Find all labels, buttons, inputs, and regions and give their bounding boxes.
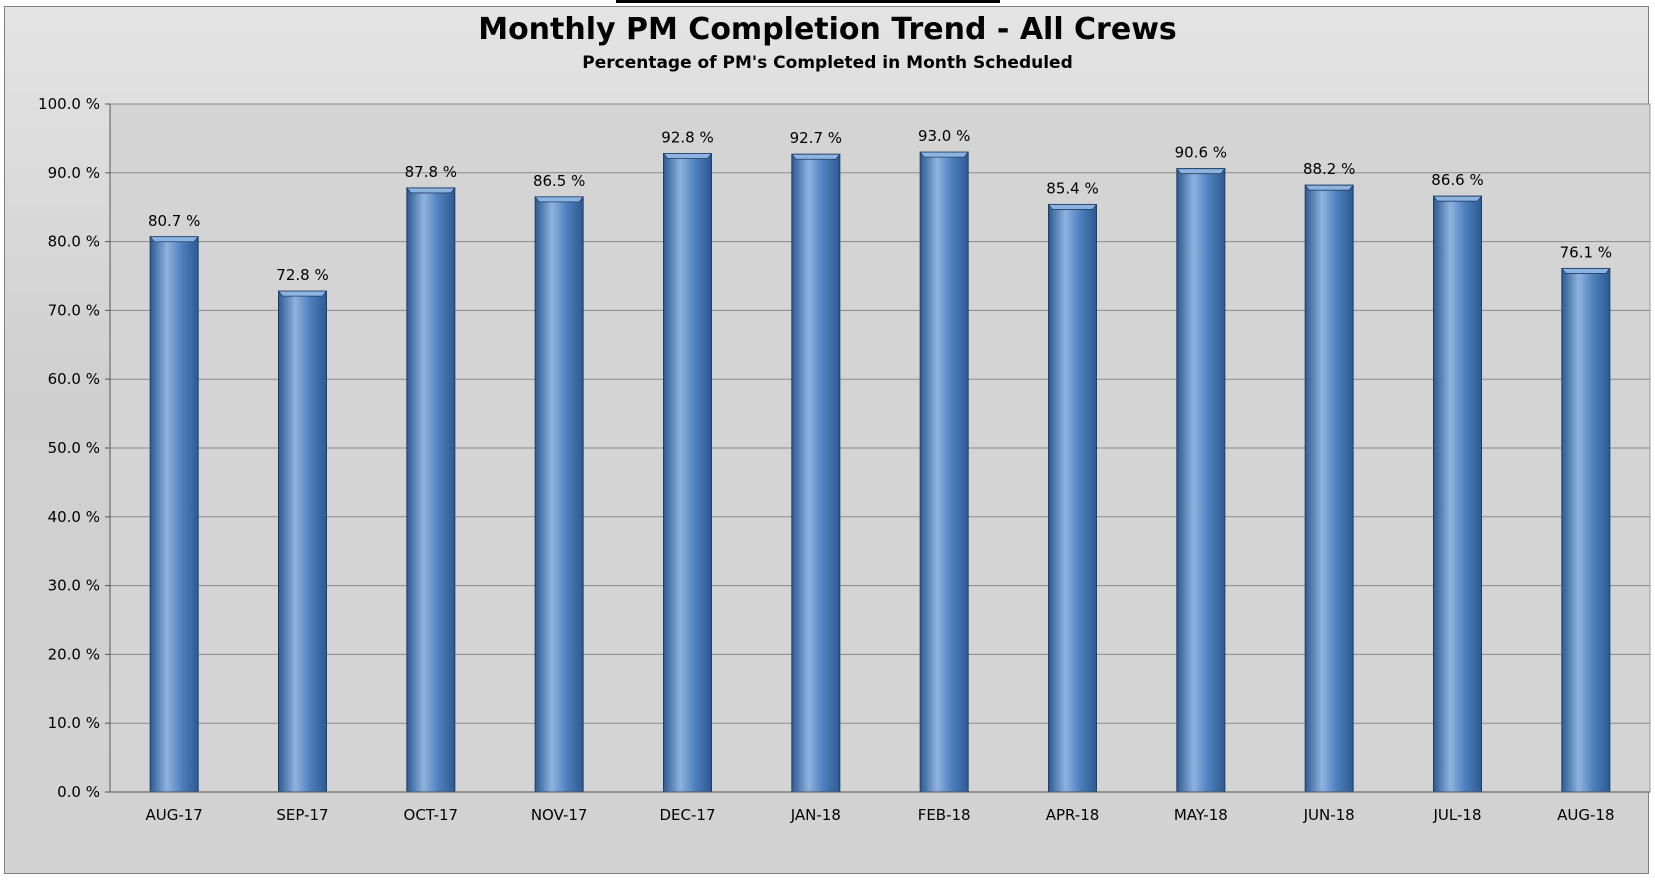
bars: 80.7 % 72.8 % 87.8 % 86.5 % 92.8 % 92.7 % 93.0… bbox=[148, 127, 1612, 793]
bar-group: 76.1 % bbox=[1560, 243, 1612, 793]
x-tick-label: JUL-18 bbox=[1433, 806, 1482, 824]
x-tick-label: AUG-17 bbox=[145, 806, 202, 824]
bar bbox=[1048, 203, 1097, 793]
x-tick-label: OCT-17 bbox=[404, 806, 459, 824]
x-tick-label: APR-18 bbox=[1046, 806, 1100, 824]
bar-group: 87.8 % bbox=[405, 163, 457, 793]
bar-cap bbox=[791, 153, 841, 160]
y-tick-label: 90.0 % bbox=[48, 164, 100, 182]
bar bbox=[1561, 267, 1611, 793]
x-tick-label: FEB-18 bbox=[918, 806, 971, 824]
y-tick-label: 30.0 % bbox=[48, 577, 100, 595]
x-tick-label: JAN-18 bbox=[790, 806, 841, 824]
bar-group: 90.6 % bbox=[1175, 144, 1227, 793]
y-tick-label: 20.0 % bbox=[48, 645, 100, 663]
data-label: 85.4 % bbox=[1046, 179, 1098, 197]
data-label: 90.6 % bbox=[1175, 144, 1227, 162]
x-tick-label: AUG-18 bbox=[1557, 806, 1614, 824]
bar-cap bbox=[149, 236, 199, 243]
y-tick-label: 70.0 % bbox=[48, 301, 100, 319]
bar-cap bbox=[534, 196, 584, 203]
bar-cap bbox=[662, 153, 713, 159]
bar-cap bbox=[919, 151, 969, 158]
x-tick-label: JUN-18 bbox=[1303, 806, 1355, 824]
data-label: 87.8 % bbox=[405, 163, 457, 181]
x-tick-label: NOV-17 bbox=[531, 806, 588, 824]
data-label: 76.1 % bbox=[1560, 243, 1612, 261]
bar-group: 86.6 % bbox=[1431, 171, 1484, 793]
bar bbox=[406, 187, 456, 793]
y-tick-label: 60.0 % bbox=[48, 370, 100, 388]
bar-group: 85.4 % bbox=[1046, 179, 1099, 793]
bar-group: 80.7 % bbox=[148, 212, 200, 793]
bar bbox=[278, 290, 327, 793]
bar-group: 93.0 % bbox=[918, 127, 970, 793]
y-tick-label: 40.0 % bbox=[48, 508, 100, 526]
y-tick-label: 0.0 % bbox=[57, 783, 100, 801]
bar-cap bbox=[1432, 195, 1483, 202]
x-tick-label: SEP-17 bbox=[276, 806, 328, 824]
y-tick-label: 10.0 % bbox=[48, 714, 100, 732]
bar bbox=[1176, 168, 1226, 793]
bar-group: 88.2 % bbox=[1303, 160, 1355, 793]
data-label: 80.7 % bbox=[148, 212, 200, 230]
bar-cap bbox=[1176, 168, 1226, 175]
bar bbox=[919, 151, 969, 793]
chart-subtitle: Percentage of PM's Completed in Month Sc… bbox=[582, 53, 1073, 73]
bar-cap bbox=[1304, 184, 1354, 191]
data-label: 86.5 % bbox=[533, 172, 585, 190]
bar bbox=[791, 153, 841, 793]
bar bbox=[1304, 184, 1354, 793]
bar-cap bbox=[1047, 204, 1098, 210]
data-label: 86.6 % bbox=[1431, 171, 1483, 189]
data-label: 88.2 % bbox=[1303, 160, 1355, 178]
top-rule bbox=[616, 0, 1000, 3]
bar bbox=[149, 236, 199, 793]
bar-group: 92.8 % bbox=[661, 129, 714, 793]
data-label: 92.7 % bbox=[790, 129, 842, 147]
data-label: 92.8 % bbox=[661, 129, 713, 147]
bar-cap bbox=[1561, 268, 1611, 274]
data-label: 93.0 % bbox=[918, 127, 970, 145]
bar bbox=[534, 196, 584, 793]
bar bbox=[1433, 195, 1482, 793]
bar-group: 86.5 % bbox=[533, 172, 585, 793]
bar-group: 92.7 % bbox=[790, 129, 842, 793]
x-tick-label: DEC-17 bbox=[659, 806, 715, 824]
y-tick-label: 50.0 % bbox=[48, 439, 100, 457]
data-label: 72.8 % bbox=[276, 266, 328, 284]
y-tick-label: 100.0 % bbox=[38, 95, 100, 113]
bar-cap bbox=[406, 187, 456, 194]
y-tick-label: 80.0 % bbox=[48, 233, 100, 251]
x-axis: AUG-17 SEP-17 OCT-17 NOV-17 DEC-17 JAN-18 FEB-… bbox=[110, 791, 1650, 824]
bar-cap bbox=[277, 290, 328, 297]
x-tick-label: MAY-18 bbox=[1174, 806, 1228, 824]
bar bbox=[663, 153, 712, 793]
y-axis: 0.0 % 10.0 % 20.0 % 30.0 % 40.0 % 50.0 % 60.0 … bbox=[38, 95, 111, 801]
chart-title: Monthly PM Completion Trend - All Crews bbox=[478, 12, 1177, 47]
bar-group: 72.8 % bbox=[276, 266, 329, 793]
